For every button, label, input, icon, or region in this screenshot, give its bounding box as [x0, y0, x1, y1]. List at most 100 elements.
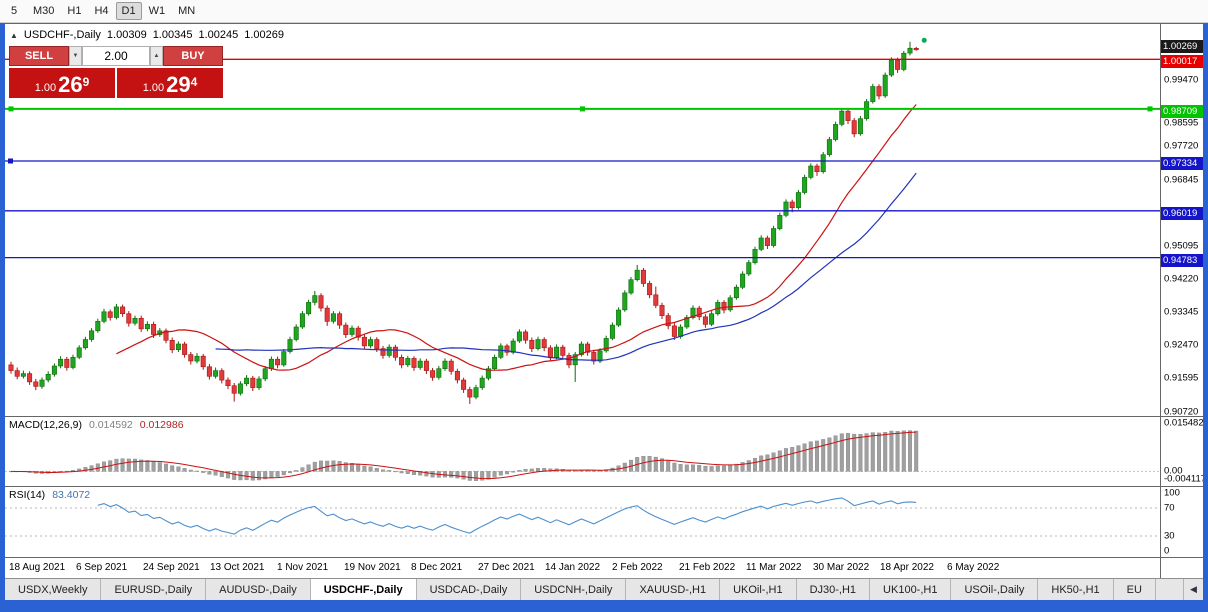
period-button-m30[interactable]: M30: [33, 5, 55, 17]
date-axis-label: 18 Apr 2022: [880, 562, 934, 573]
date-axis[interactable]: 18 Aug 2021 6 Sep 2021 24 Sep 2021 13 Oct 2…: [5, 558, 1160, 578]
chart-tab-dj30-h1[interactable]: DJ30-,H1: [797, 579, 871, 600]
price-axis[interactable]: 0.99470 0.98595 0.97720 0.96845 0.95095 0.942…: [1161, 24, 1203, 416]
rsi-line-chart[interactable]: [5, 487, 1160, 557]
chart-tab-bar: USDX,Weekly EURUSD-,Daily AUDUSD-,Daily USD…: [5, 578, 1203, 600]
price-axis-label: 0.94220: [1164, 273, 1199, 285]
chart-tab-xauusd-h1[interactable]: XAUUSD-,H1: [626, 579, 721, 600]
chart-tab-ukoil-h1[interactable]: UKOil-,H1: [720, 579, 797, 600]
tab-scroll-left-button[interactable]: ◀: [1183, 579, 1203, 600]
chart-tabs: USDX,Weekly EURUSD-,Daily AUDUSD-,Daily USD…: [5, 579, 1156, 600]
spin-up-icon: ▲: [153, 53, 160, 59]
macd-histogram-chart[interactable]: [5, 417, 1160, 486]
sell-price-display[interactable]: 1.00 26 9: [9, 68, 115, 98]
axis-separator: [1161, 557, 1203, 558]
period-button-d1[interactable]: D1: [115, 2, 142, 20]
date-axis-label: 19 Nov 2021: [344, 562, 401, 573]
chart-tab-usdcad-daily[interactable]: USDCAD-,Daily: [417, 579, 522, 600]
macd-main-value: 0.014592: [88, 419, 133, 431]
pane-separator[interactable]: [5, 486, 1160, 487]
buy-price-prefix: 1.00: [142, 81, 165, 94]
date-axis-label: 27 Dec 2021: [478, 562, 535, 573]
buy-price-display[interactable]: 1.00 29 4: [117, 68, 223, 98]
macd-axis[interactable]: 0.015482 0.00 -0.004117: [1161, 417, 1203, 486]
axis-separator: [1161, 486, 1203, 487]
macd-pane[interactable]: MACD(12,26,9) 0.014592 0.012986: [5, 417, 1160, 486]
ohlc-low: 1.00245: [198, 29, 239, 41]
date-axis-label: 14 Jan 2022: [545, 562, 601, 573]
chart-tab-eurusd-daily[interactable]: EURUSD-,Daily: [101, 579, 207, 600]
date-axis-label: 6 Sep 2021: [76, 562, 128, 573]
ohlc-close: 1.00269: [244, 29, 284, 41]
spin-down-icon: ▼: [72, 53, 79, 59]
date-axis-label: 1 Nov 2021: [277, 562, 329, 573]
volume-increase-button[interactable]: ▲: [150, 46, 163, 66]
date-axis-label: 13 Oct 2021: [210, 562, 265, 573]
date-axis-label: 24 Sep 2021: [143, 562, 200, 573]
sell-price-sup: 9: [82, 75, 90, 89]
macd-axis-label: -0.004117: [1164, 473, 1203, 485]
buy-price-big: 29: [166, 72, 191, 98]
rsi-pane[interactable]: RSI(14) 83.4072: [5, 487, 1160, 557]
price-axis-label: 0.96845: [1164, 174, 1199, 185]
buy-button[interactable]: BUY: [163, 46, 223, 66]
price-axis-label: 0.99470: [1164, 74, 1199, 86]
price-line-badge: 0.96019: [1161, 206, 1203, 220]
ohlc-open: 1.00309: [106, 29, 147, 41]
trade-panel-toggle-icon[interactable]: ▲: [10, 30, 18, 40]
workspace: ▲ USDCHF-,Daily 1.00309 1.00345 1.00245 …: [0, 23, 1208, 612]
date-axis-label: 18 Aug 2021: [9, 562, 66, 573]
macd-label: MACD(12,26,9) 0.014592 0.012986: [9, 419, 184, 431]
timeframe-buttons: 5 M30 H1 H4 D1 W1 MN: [2, 2, 201, 20]
candlestick-chart[interactable]: [5, 24, 1160, 416]
chart-tab-usdx-weekly[interactable]: USDX,Weekly: [5, 579, 102, 600]
date-axis-label: 6 May 2022: [947, 562, 1000, 573]
price-line-badge: 0.98709: [1161, 104, 1203, 118]
chart-tab-usdchf-daily[interactable]: USDCHF-,Daily: [310, 579, 417, 600]
price-axis-label: 0.91595: [1164, 372, 1199, 384]
rsi-name: RSI(14): [9, 489, 46, 501]
period-button-mn[interactable]: MN: [178, 5, 196, 17]
sell-button[interactable]: SELL: [9, 46, 69, 66]
chart-tab-usdcnh-daily[interactable]: USDCNH-,Daily: [521, 579, 627, 600]
chart-tab-hk50-h1[interactable]: HK50-,H1: [1038, 579, 1114, 600]
period-button-5[interactable]: 5: [10, 5, 18, 17]
date-axis-label: 2 Feb 2022: [612, 562, 663, 573]
rsi-value: 83.4072: [52, 489, 91, 501]
macd-axis-label: 0.00: [1164, 465, 1183, 477]
sell-price-prefix: 1.00: [34, 81, 57, 94]
period-button-h4[interactable]: H4: [94, 5, 109, 17]
rsi-axis-label: 0: [1164, 545, 1170, 557]
pane-separator[interactable]: [5, 557, 1160, 558]
price-axis-column: 0.99470 0.98595 0.97720 0.96845 0.95095 0.942…: [1160, 24, 1203, 578]
price-axis-label: 0.95095: [1164, 240, 1199, 252]
price-line-badge: 0.97334: [1161, 157, 1203, 170]
pane-separator[interactable]: [5, 416, 1160, 417]
period-button-h1[interactable]: H1: [67, 5, 82, 17]
rsi-label: RSI(14) 83.4072: [9, 489, 90, 501]
chart-tab-eu[interactable]: EU: [1114, 579, 1156, 600]
axis-separator: [1161, 416, 1203, 417]
sell-price-big: 26: [58, 72, 83, 98]
volume-input[interactable]: 2.00: [82, 46, 150, 66]
date-axis-label: 21 Feb 2022: [679, 562, 736, 573]
date-axis-label: 8 Dec 2021: [411, 562, 463, 573]
ohlc-high: 1.00345: [152, 29, 193, 41]
macd-name: MACD(12,26,9): [9, 419, 82, 431]
chart-tab-usoil-daily[interactable]: USOil-,Daily: [951, 579, 1039, 600]
macd-axis-label: 0.015482: [1164, 417, 1203, 429]
price-line-badge: 1.00017: [1161, 55, 1203, 69]
buy-price-sup: 4: [190, 75, 198, 89]
rsi-axis-label: 30: [1164, 530, 1175, 542]
rsi-axis[interactable]: 100 70 30 0: [1161, 487, 1203, 557]
one-click-trading-panel: SELL ▼ 2.00 ▲ BUY 1.00 26 9 1.00: [9, 46, 223, 98]
chart-tab-uk100-h1[interactable]: UK100-,H1: [870, 579, 952, 600]
rsi-axis-label: 70: [1164, 502, 1175, 514]
rsi-axis-label: 100: [1164, 487, 1180, 499]
price-axis-label: 0.90720: [1164, 406, 1199, 416]
current-price-badge: 1.00269: [1161, 39, 1203, 53]
volume-decrease-button[interactable]: ▼: [69, 46, 82, 66]
main-chart-pane[interactable]: ▲ USDCHF-,Daily 1.00309 1.00345 1.00245 …: [5, 24, 1160, 416]
period-button-w1[interactable]: W1: [148, 5, 166, 17]
chart-tab-audusd-daily[interactable]: AUDUSD-,Daily: [206, 579, 311, 600]
